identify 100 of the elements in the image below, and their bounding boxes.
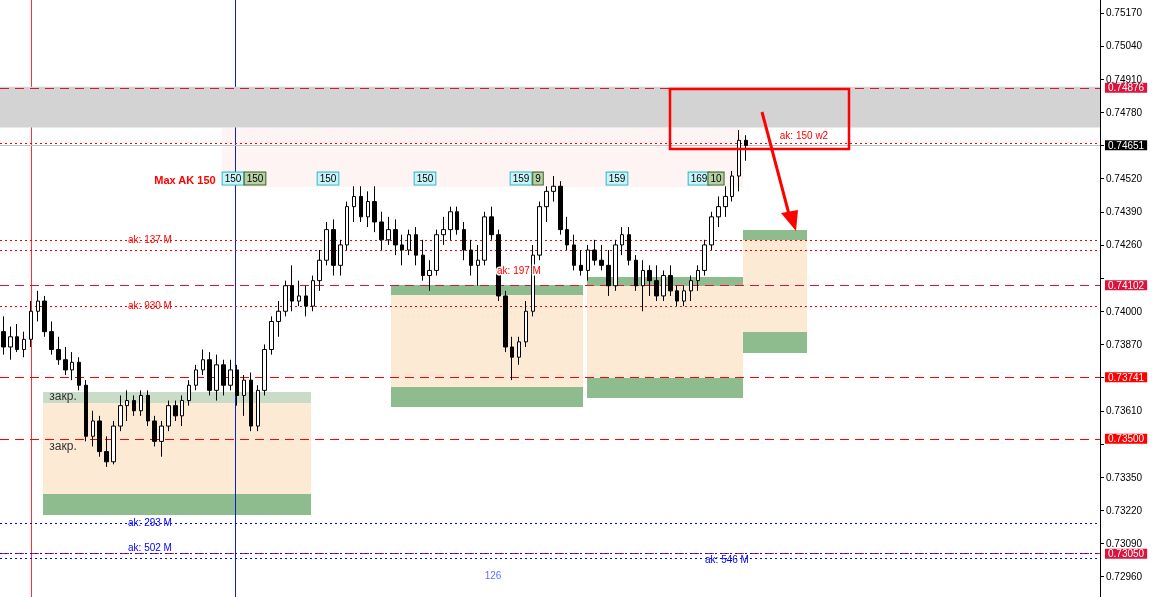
y-tick-label: 0.73870 [1106, 338, 1143, 350]
candlestick [207, 351, 212, 396]
y-tick-label: 0.75040 [1106, 40, 1143, 52]
annotation: 159 [512, 173, 530, 185]
candlestick [132, 394, 136, 417]
candlestick [586, 244, 590, 282]
candlestick [290, 264, 294, 312]
candlestick [427, 259, 432, 292]
candlestick [84, 379, 88, 442]
candlestick [214, 354, 219, 402]
candlestick [29, 300, 33, 348]
candlestick [36, 290, 40, 322]
candlestick [434, 229, 439, 277]
candlestick [469, 239, 473, 277]
candlestick [558, 180, 563, 236]
annotation: 150 [416, 173, 434, 185]
candlestick [379, 211, 384, 251]
candlestick [386, 216, 391, 246]
candlestick [262, 343, 267, 396]
y-tick-label: 0.74780 [1106, 106, 1143, 118]
candlestick [421, 239, 425, 282]
candlestick [579, 249, 583, 277]
candlestick [393, 218, 398, 256]
annotation: ak: 546 M [705, 553, 749, 565]
candlestick [324, 221, 329, 266]
candlestick [283, 280, 288, 317]
annotation: ak: 293 M [128, 516, 172, 528]
y-tick-label: 0.74520 [1106, 173, 1143, 185]
candlestick [723, 185, 728, 218]
annotation: Max AK 150 [154, 174, 216, 186]
annotation: 150 [224, 173, 242, 185]
candlestick [627, 226, 631, 266]
y-tick-label: 0.73610 [1106, 405, 1143, 417]
candlestick [675, 285, 679, 307]
candlestick [599, 244, 604, 271]
ref-line-label: 0.73050 [1108, 548, 1145, 560]
annotation: 10 [710, 173, 722, 185]
candlestick [517, 336, 521, 366]
candlestick [613, 239, 618, 292]
candlestick [15, 323, 19, 353]
candlestick [49, 320, 54, 356]
candlestick [256, 384, 260, 432]
candlestick [338, 239, 343, 277]
candlestick [716, 195, 721, 228]
candlestick [737, 129, 741, 192]
annotation: ak: 150 w2 [779, 129, 829, 141]
candlestick [97, 415, 102, 458]
candlestick [297, 280, 301, 307]
annotation: 169 [690, 173, 708, 185]
candlestick [63, 346, 68, 376]
candlestick [249, 371, 253, 432]
candlestick [146, 389, 150, 427]
candlestick [8, 326, 13, 361]
candlestick [606, 249, 611, 297]
ref-line-label: 0.73741 [1108, 371, 1145, 383]
candlestick [173, 400, 178, 422]
candlestick [276, 300, 281, 338]
candlestick [317, 249, 322, 292]
candlestick [537, 201, 542, 261]
candlestick [70, 351, 74, 381]
candlestick [510, 336, 514, 381]
candlestick [482, 211, 487, 266]
candlestick [372, 185, 377, 233]
candlestick [159, 420, 164, 458]
ref-line-label: 0.74651 [1108, 139, 1145, 151]
candlestick [709, 211, 714, 251]
candlestick [366, 190, 370, 228]
candlestick [118, 394, 123, 432]
candlestick [503, 290, 508, 353]
candlestick [551, 175, 556, 203]
ref-line-label: 0.74102 [1108, 279, 1145, 291]
candlestick [269, 315, 274, 356]
candlestick [311, 275, 315, 312]
annotation: 126 [484, 569, 502, 581]
y-tick-label: 0.74910 [1106, 73, 1143, 85]
candlestick [744, 134, 748, 162]
candlestick [359, 185, 363, 223]
candlestick [125, 389, 129, 422]
candlestick [91, 410, 95, 447]
candlestick [476, 244, 480, 287]
candlestick [414, 226, 418, 266]
candlestick [77, 356, 81, 391]
ref-line-label: 0.73500 [1108, 433, 1145, 445]
candlestick [572, 234, 576, 271]
candlestick [524, 300, 528, 348]
candlestick [489, 206, 494, 241]
candlestick [345, 201, 349, 251]
candlestick [139, 389, 143, 417]
candlestick [352, 185, 356, 223]
candlestick [22, 331, 26, 358]
annotation: 150 [319, 173, 337, 185]
y-tick-label: 0.73220 [1106, 504, 1143, 516]
candlestick [42, 295, 47, 338]
annotation: 159 [608, 173, 626, 185]
annotation: ak: 502 M [128, 541, 172, 553]
candlestick [242, 374, 246, 417]
candlestick [104, 435, 109, 468]
candlestick [201, 349, 205, 376]
candlestick [661, 269, 666, 302]
y-tick-label: 0.74390 [1106, 206, 1143, 218]
